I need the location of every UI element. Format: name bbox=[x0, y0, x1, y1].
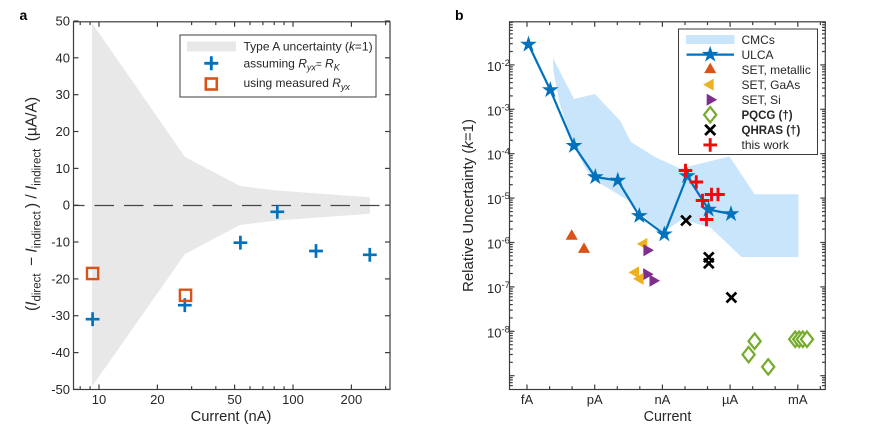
svg-text:QHRAS (†): QHRAS (†) bbox=[742, 125, 801, 137]
svg-text:20: 20 bbox=[150, 392, 164, 407]
svg-text:SET, metallic: SET, metallic bbox=[742, 63, 811, 77]
svg-text:PQCG (†): PQCG (†) bbox=[742, 110, 793, 122]
svg-text:using measured Ryx: using measured Ryx bbox=[244, 76, 351, 92]
svg-text:-30: -30 bbox=[51, 308, 70, 323]
svg-text:-10: -10 bbox=[51, 235, 70, 250]
svg-text:pA: pA bbox=[587, 392, 603, 407]
svg-text:50: 50 bbox=[56, 14, 70, 29]
svg-text:CMCs: CMCs bbox=[742, 33, 775, 47]
svg-text:100: 100 bbox=[282, 392, 304, 407]
svg-text:10: 10 bbox=[56, 161, 70, 176]
svg-text:b: b bbox=[455, 7, 464, 23]
svg-text:SET, GaAs: SET, GaAs bbox=[742, 78, 801, 92]
svg-text:a: a bbox=[20, 7, 28, 23]
svg-text:20: 20 bbox=[56, 124, 70, 139]
svg-text:SET, Si: SET, Si bbox=[742, 93, 781, 107]
svg-text:-40: -40 bbox=[51, 345, 70, 360]
svg-text:10: 10 bbox=[92, 392, 106, 407]
svg-text:-50: -50 bbox=[51, 382, 70, 397]
svg-text:50: 50 bbox=[227, 392, 241, 407]
svg-text:µA: µA bbox=[722, 392, 738, 407]
svg-text:30: 30 bbox=[56, 87, 70, 102]
svg-text:200: 200 bbox=[341, 392, 363, 407]
svg-text:Current: Current bbox=[644, 409, 692, 425]
svg-text:-20: -20 bbox=[51, 271, 70, 286]
svg-text:assuming Ryx= RK: assuming Ryx= RK bbox=[244, 57, 341, 73]
svg-text:fA: fA bbox=[521, 392, 534, 407]
svg-text:40: 40 bbox=[56, 50, 70, 65]
svg-text:this work: this work bbox=[742, 138, 790, 152]
svg-text:Relative Uncertainty (k=1): Relative Uncertainty (k=1) bbox=[460, 119, 477, 292]
svg-text:0: 0 bbox=[63, 198, 70, 213]
svg-text:Type A uncertainty (k=1): Type A uncertainty (k=1) bbox=[244, 40, 373, 54]
svg-text:ULCA: ULCA bbox=[742, 48, 774, 62]
svg-text:Current (nA): Current (nA) bbox=[191, 409, 272, 425]
svg-text:nA: nA bbox=[654, 392, 670, 407]
svg-text:mA: mA bbox=[788, 392, 808, 407]
